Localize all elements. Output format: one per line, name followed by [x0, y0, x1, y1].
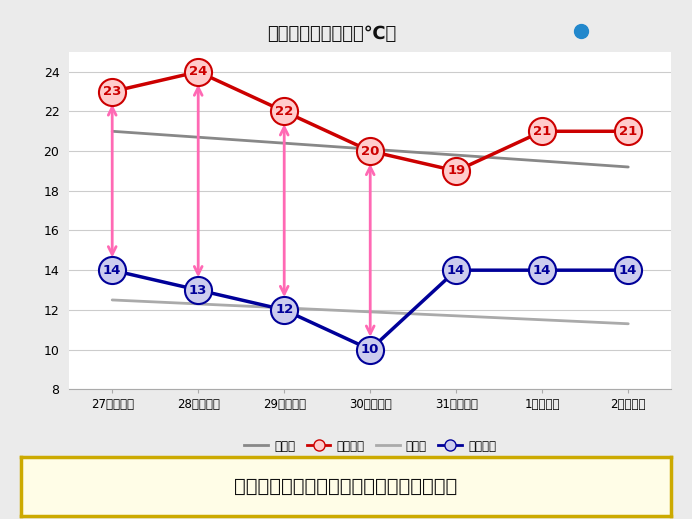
Text: 10: 10	[361, 343, 379, 356]
Text: 13: 13	[189, 283, 208, 296]
Text: 14: 14	[619, 264, 637, 277]
Text: 23: 23	[103, 85, 121, 98]
Text: 21: 21	[533, 125, 552, 138]
Point	[279, 306, 290, 314]
Text: 21: 21	[619, 125, 637, 138]
Point	[279, 107, 290, 116]
Point	[537, 127, 548, 135]
Point	[623, 266, 634, 275]
Text: 20: 20	[361, 145, 379, 158]
Text: 22: 22	[275, 105, 293, 118]
Point	[107, 87, 118, 95]
Point	[192, 286, 203, 294]
Point	[192, 67, 203, 76]
Point	[450, 266, 462, 275]
Point	[365, 346, 376, 354]
Legend: 平年値, 最高気温, 平年値, 最低気温: 平年値, 最高気温, 平年値, 最低気温	[239, 435, 501, 458]
Text: 12: 12	[275, 304, 293, 317]
Point	[450, 167, 462, 175]
Point	[537, 266, 548, 275]
Point	[365, 147, 376, 155]
Text: 24: 24	[189, 65, 208, 78]
Point	[623, 127, 634, 135]
Text: 14: 14	[533, 264, 552, 277]
Text: 14: 14	[447, 264, 466, 277]
Text: 14: 14	[103, 264, 121, 277]
Text: 19: 19	[447, 165, 465, 177]
Text: 日中は過ごしやすい　一日の気温差に注意: 日中は過ごしやすい 一日の気温差に注意	[235, 477, 457, 496]
Text: 名古屋の予想気温（℃）: 名古屋の予想気温（℃）	[268, 25, 397, 43]
Point	[107, 266, 118, 275]
